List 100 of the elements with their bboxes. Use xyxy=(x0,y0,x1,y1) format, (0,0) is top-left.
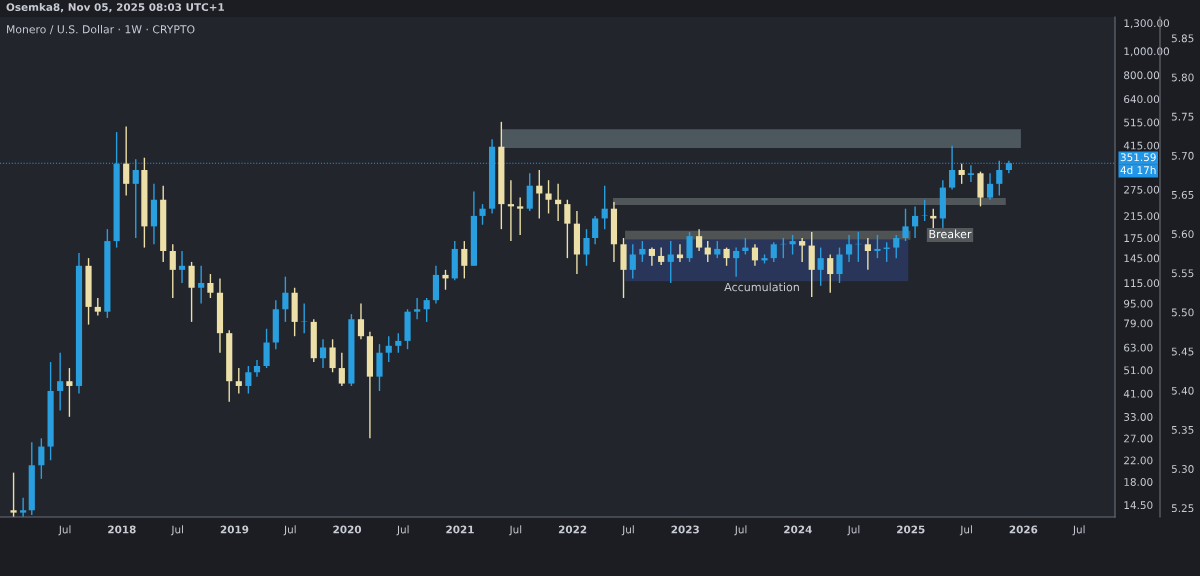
x-tick-label: 2019 xyxy=(220,525,249,534)
y-tick-label: 115.00 xyxy=(1124,279,1160,288)
candlestick xyxy=(723,246,730,267)
candlestick xyxy=(414,297,421,320)
y-tick-label: 215.00 xyxy=(1124,212,1160,221)
candlestick xyxy=(902,207,909,242)
y-tick-label: 41.00 xyxy=(1123,389,1153,398)
candlestick xyxy=(461,240,468,280)
candlestick xyxy=(526,172,533,212)
candlestick xyxy=(836,246,843,284)
y-tick-label: 515.00 xyxy=(1124,118,1160,127)
candlestick xyxy=(57,352,64,412)
candlestick xyxy=(329,338,336,373)
candlestick xyxy=(66,367,73,418)
candlestick xyxy=(789,234,796,256)
candlestick xyxy=(986,172,994,201)
ref-line-label: 351.59 xyxy=(1120,153,1156,162)
annotation: Accumulation xyxy=(724,282,799,292)
candlestick xyxy=(639,240,646,263)
candlestick xyxy=(357,302,365,341)
x-tick-label: Jul xyxy=(509,525,522,536)
candlestick xyxy=(921,199,928,222)
candlestick xyxy=(38,437,45,480)
y-tick-label: 51.00 xyxy=(1124,366,1153,375)
x-tick-label: 2023 xyxy=(671,525,699,534)
candlestick xyxy=(385,335,392,363)
x-tick-label: 2024 xyxy=(784,525,812,534)
candlestick xyxy=(583,228,590,267)
candlestick xyxy=(696,228,703,252)
candlestick xyxy=(686,231,693,263)
x-tick-label: Jul xyxy=(396,525,409,536)
candlestick xyxy=(827,253,834,294)
x-tick-label: Jul xyxy=(734,525,747,536)
x-tick-label: Jul xyxy=(283,525,296,536)
y2-tick-label: 5.85 xyxy=(1171,34,1194,43)
y-tick-label: 14.50 xyxy=(1124,501,1153,510)
y2-tick-label: 5.80 xyxy=(1171,73,1194,82)
candlestick xyxy=(207,273,214,299)
y2-tick-label: 5.55 xyxy=(1171,269,1194,278)
candlestick xyxy=(874,234,881,259)
candlestick xyxy=(235,367,242,395)
candlestick xyxy=(667,240,674,284)
text: 4d 17h xyxy=(1120,165,1156,175)
candlestick xyxy=(893,234,900,259)
candlestick xyxy=(198,265,205,305)
candlestick xyxy=(282,275,289,323)
candlestick xyxy=(20,497,27,517)
y2-tick-label: 5.70 xyxy=(1171,151,1194,160)
candlestick xyxy=(188,261,195,323)
candlestick xyxy=(132,158,139,239)
y-tick-label: 18.00 xyxy=(1124,478,1153,486)
y-tick-label: 145.00 xyxy=(1124,254,1160,263)
candlestick xyxy=(517,196,524,236)
y-tick-label: 175.00 xyxy=(1124,234,1160,243)
candlestick xyxy=(648,246,655,267)
x-tick-label: 2025 xyxy=(897,525,925,534)
candlestick xyxy=(178,250,186,284)
candlestick xyxy=(629,243,636,280)
candlestick xyxy=(442,269,449,291)
x-tick-label: 2022 xyxy=(558,525,587,534)
candlestick xyxy=(864,237,871,271)
y-tick-label: 415.00 xyxy=(1123,141,1160,150)
y2-tick-label: 5.50 xyxy=(1171,308,1194,317)
y-tick-label: 640.00 xyxy=(1124,95,1160,104)
candlestick xyxy=(545,179,552,215)
candlestick xyxy=(658,246,665,266)
y-tick-label: 1,300.00 xyxy=(1124,19,1170,29)
annotation: Breaker xyxy=(929,229,972,239)
x-tick-label: Jul xyxy=(959,525,972,536)
candlestick xyxy=(395,332,402,354)
x-tick-label: 2018 xyxy=(108,525,136,534)
candlestick xyxy=(751,243,759,267)
candlestick xyxy=(263,328,270,369)
candlestick xyxy=(376,343,383,392)
candlestick xyxy=(733,246,740,278)
y-tick-label: 79.00 xyxy=(1124,319,1153,328)
y-tick-label: 275.00 xyxy=(1124,185,1160,194)
y2-tick-label: 5.60 xyxy=(1171,230,1194,239)
y-tick-label: 95.00 xyxy=(1123,299,1153,308)
candlestick xyxy=(338,352,345,387)
candlestick xyxy=(996,159,1003,197)
y2-tick-label: 5.35 xyxy=(1171,425,1194,434)
candlestick xyxy=(704,240,711,263)
candlestick xyxy=(479,203,486,226)
y2-tick-label: 5.75 xyxy=(1171,112,1194,121)
candlestick xyxy=(770,241,777,263)
candlestick xyxy=(799,237,806,263)
x-tick-label: Jul xyxy=(621,525,634,536)
candlestick xyxy=(301,302,308,334)
candlestick xyxy=(958,162,965,185)
candlestick xyxy=(245,365,252,395)
y-tick-label: 63.00 xyxy=(1124,343,1153,352)
candlestick xyxy=(845,234,853,263)
y2-tick-label: 5.40 xyxy=(1171,386,1194,395)
y-tick-label: 27.00 xyxy=(1124,434,1153,443)
candlestick xyxy=(601,185,608,230)
candlestick xyxy=(123,125,130,197)
candlestick xyxy=(817,246,824,287)
y2-tick-label: 5.65 xyxy=(1171,190,1194,199)
text: Monero / U.S. Dollar · 1W · CRYPTO xyxy=(7,25,195,35)
